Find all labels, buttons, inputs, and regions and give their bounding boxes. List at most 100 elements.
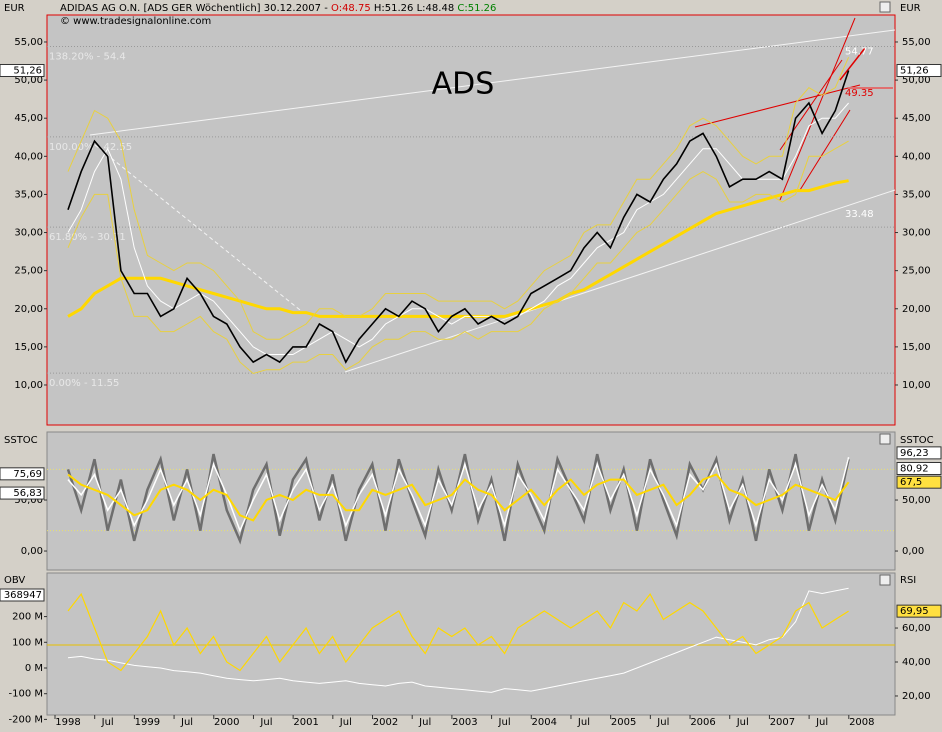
- box-label: 80,92: [900, 463, 929, 474]
- y-tick-label: 50,00: [14, 495, 43, 506]
- y-tick-label: 30,00: [14, 228, 43, 239]
- box-label: 56,83: [13, 488, 42, 499]
- red-line: [779, 17, 856, 201]
- x-tick-label: 2002: [373, 717, 398, 728]
- box-label: 368947: [4, 590, 42, 601]
- value-box: [896, 63, 942, 77]
- x-tick-label: 2004: [532, 717, 557, 728]
- box-label: 69,95: [900, 606, 929, 617]
- header: ADIDAS AG O.N. [ADS GER Wöchentlich] 30.…: [60, 3, 496, 14]
- sstoc-panel: [46, 431, 896, 571]
- header-name: ADIDAS AG O.N. [ADS GER Wöchentlich] 30.…: [60, 3, 328, 14]
- y-tick-label: 50,00: [14, 75, 43, 86]
- x-tick-label: Jul: [101, 717, 114, 728]
- fib-label: 61.80% - 30.71: [49, 232, 126, 243]
- x-tick-label: Jul: [418, 717, 431, 728]
- window-buttons: [879, 1, 891, 586]
- y2-tick-label: 20,00: [902, 691, 931, 702]
- y-tick-label: 55,00: [14, 37, 43, 48]
- close-button[interactable]: [879, 574, 891, 586]
- y-tick-label: 30,00: [902, 228, 931, 239]
- y-tick-label: 25,00: [14, 266, 43, 277]
- y-tick-label: 45,00: [14, 113, 43, 124]
- value-box: [896, 446, 942, 460]
- red-line: [694, 84, 861, 128]
- y-tick-label: 25,00: [902, 266, 931, 277]
- channel-line: [344, 189, 896, 373]
- series-line: [67, 70, 850, 364]
- x-tick-label: Jul: [577, 717, 590, 728]
- value-box: [0, 467, 45, 481]
- x-tick-label: 2003: [452, 717, 477, 728]
- y-tick-label: 50,00: [902, 75, 931, 86]
- box-label: 51,26: [13, 65, 42, 76]
- series-line: [67, 457, 850, 533]
- y-tick-label: 10,00: [902, 380, 931, 391]
- y-tick-label: 55,00: [902, 37, 931, 48]
- series-line: [67, 587, 849, 693]
- y2-tick-label: 40,00: [902, 657, 931, 668]
- y-tick-label: 100 M: [12, 637, 43, 648]
- close-button[interactable]: [879, 433, 891, 445]
- value-box: [896, 604, 942, 618]
- series-line: [67, 473, 850, 522]
- value-box: [0, 588, 45, 602]
- price-label: 33.48: [845, 209, 874, 220]
- header-open: O:48.75: [331, 3, 371, 14]
- box-label: 51,26: [900, 65, 929, 76]
- close-button[interactable]: [879, 1, 891, 13]
- box-label: 67,5: [900, 477, 922, 488]
- header-high: H:51.26: [374, 3, 414, 14]
- x-tick-label: Jul: [815, 717, 828, 728]
- x-tick-label: 2006: [690, 717, 715, 728]
- series-line: [67, 102, 849, 355]
- x-tick-label: 1999: [135, 717, 160, 728]
- y-tick-label: 45,00: [902, 113, 931, 124]
- y-tick-label: 0,00: [21, 546, 43, 557]
- y-label: SSTOC: [4, 435, 38, 446]
- dashed-line: [94, 144, 301, 311]
- value-box: [896, 461, 942, 475]
- x-tick-label: Jul: [656, 717, 669, 728]
- x-tick-label: Jul: [736, 717, 749, 728]
- y-label: EUR: [900, 3, 921, 14]
- arrow: [839, 47, 866, 81]
- x-tick-label: 2000: [214, 717, 239, 728]
- y-tick-label: 35,00: [902, 189, 931, 200]
- value-box: [896, 475, 942, 489]
- header-close: C:51.26: [457, 3, 496, 14]
- x-tick-label: 2008: [849, 717, 874, 728]
- box-label: 96,23: [900, 448, 929, 459]
- x-tick-label: 1998: [55, 717, 80, 728]
- value-box: [0, 486, 45, 500]
- y-tick-label: 200 M: [12, 612, 43, 623]
- x-tick-label: Jul: [339, 717, 352, 728]
- value-box: [0, 63, 45, 77]
- channel-line: [89, 29, 896, 136]
- red-line: [799, 109, 851, 191]
- y-tick-label: 50,00: [902, 495, 931, 506]
- y-tick-label: -200 M: [8, 714, 43, 725]
- y2-label: RSI: [900, 575, 916, 586]
- y-tick-label: 0 M: [25, 663, 43, 674]
- source: © www.tradesignalonline.com: [60, 16, 211, 27]
- header-low: L:48.48: [417, 3, 455, 14]
- x-tick-label: Jul: [180, 717, 193, 728]
- red-line: [779, 59, 843, 151]
- y-tick-label: 15,00: [902, 342, 931, 353]
- fib-label: 0.00% - 11.55: [49, 378, 119, 389]
- y-label: OBV: [4, 575, 25, 586]
- y-tick-label: -100 M: [8, 689, 43, 700]
- y-tick-label: 40,00: [902, 151, 931, 162]
- y-tick-label: 40,00: [14, 151, 43, 162]
- y-tick-label: 15,00: [14, 342, 43, 353]
- left-box: 368947: [0, 588, 45, 602]
- y-tick-label: 0,00: [902, 546, 924, 557]
- annotation: ADS: [432, 67, 495, 102]
- series-line: [67, 57, 850, 340]
- x-tick-label: Jul: [498, 717, 511, 728]
- y-tick-label: 20,00: [902, 304, 931, 315]
- y2-tick-label: 60,00: [902, 623, 931, 634]
